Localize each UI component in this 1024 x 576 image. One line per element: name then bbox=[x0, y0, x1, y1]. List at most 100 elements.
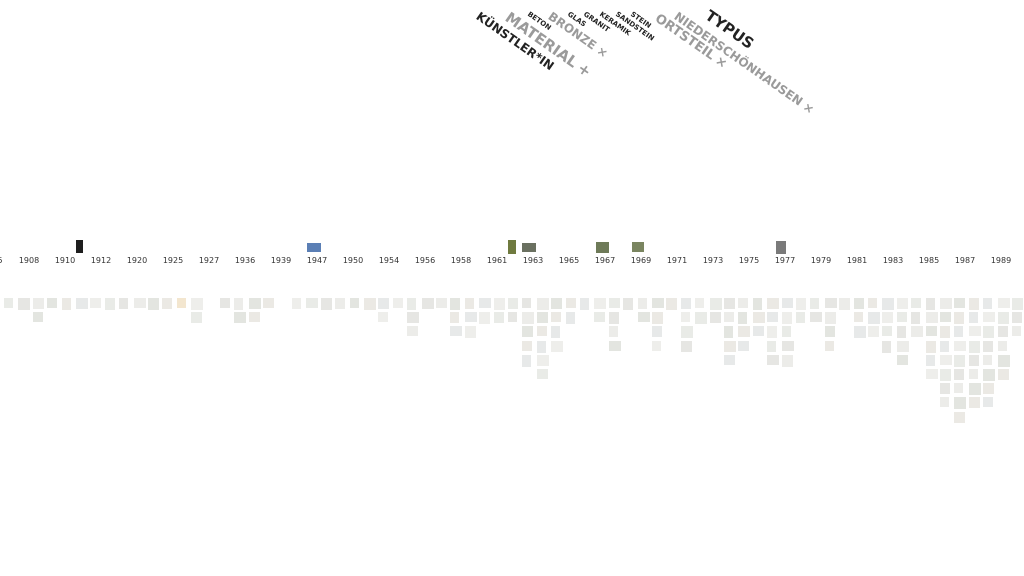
artwork-thumbnail[interactable] bbox=[536, 340, 546, 353]
artwork-thumbnail[interactable] bbox=[781, 298, 793, 308]
artwork-thumbnail[interactable] bbox=[940, 397, 949, 408]
artwork-thumbnail[interactable] bbox=[479, 298, 492, 308]
artwork-thumbnail[interactable] bbox=[954, 340, 967, 351]
artwork-thumbnail[interactable] bbox=[536, 326, 547, 337]
artwork-thumbnail[interactable] bbox=[983, 397, 994, 408]
artwork-thumbnail[interactable] bbox=[90, 298, 102, 308]
year-label[interactable]: 1954 bbox=[378, 256, 400, 265]
year-label[interactable]: 1979 bbox=[810, 256, 832, 265]
year-label[interactable]: 1985 bbox=[918, 256, 940, 265]
artwork-thumbnail[interactable] bbox=[997, 340, 1007, 351]
artwork-thumbnail[interactable] bbox=[292, 298, 301, 309]
artwork-thumbnail[interactable] bbox=[349, 298, 359, 308]
artwork-thumbnail[interactable] bbox=[997, 326, 1008, 338]
artwork-thumbnail[interactable] bbox=[450, 326, 463, 337]
artwork-thumbnail[interactable] bbox=[839, 298, 851, 310]
artwork-thumbnail[interactable] bbox=[580, 298, 589, 310]
year-label[interactable]: 1947 bbox=[306, 256, 328, 265]
artwork-thumbnail[interactable] bbox=[464, 298, 474, 309]
artwork-thumbnail[interactable] bbox=[738, 312, 748, 325]
artwork-thumbnail[interactable] bbox=[954, 411, 966, 423]
artwork-thumbnail[interactable] bbox=[508, 298, 518, 309]
artwork-thumbnail[interactable] bbox=[954, 369, 965, 380]
artwork-thumbnail[interactable] bbox=[868, 312, 880, 325]
artwork-thumbnail[interactable] bbox=[234, 298, 244, 310]
artwork-thumbnail[interactable] bbox=[1012, 312, 1022, 324]
artwork-thumbnail[interactable] bbox=[925, 369, 938, 379]
artwork-thumbnail[interactable] bbox=[882, 326, 893, 337]
year-label[interactable]: 1908 bbox=[18, 256, 40, 265]
year-label[interactable]: 1956 bbox=[414, 256, 436, 265]
artwork-thumbnail[interactable] bbox=[76, 298, 88, 309]
artwork-thumbnail[interactable] bbox=[954, 397, 967, 410]
artwork-thumbnail-highlighted[interactable] bbox=[632, 242, 644, 252]
artwork-thumbnail[interactable] bbox=[882, 298, 895, 310]
artwork-thumbnail[interactable] bbox=[796, 312, 805, 324]
artwork-thumbnail[interactable] bbox=[436, 298, 447, 308]
artwork-thumbnail[interactable] bbox=[493, 312, 504, 324]
artwork-thumbnail[interactable] bbox=[911, 326, 924, 338]
artwork-thumbnail[interactable] bbox=[968, 326, 981, 337]
artwork-thumbnail[interactable] bbox=[925, 312, 938, 324]
artwork-thumbnail[interactable] bbox=[248, 312, 260, 323]
artwork-thumbnail[interactable] bbox=[752, 326, 764, 337]
artwork-thumbnail[interactable] bbox=[364, 298, 376, 310]
artwork-thumbnail[interactable] bbox=[983, 298, 993, 309]
artwork-thumbnail[interactable] bbox=[191, 298, 204, 310]
artwork-thumbnail[interactable] bbox=[925, 298, 935, 310]
artwork-thumbnail[interactable] bbox=[119, 298, 129, 309]
artwork-thumbnail[interactable] bbox=[940, 340, 949, 352]
artwork-thumbnail[interactable] bbox=[940, 312, 951, 323]
year-label[interactable]: 1963 bbox=[522, 256, 544, 265]
year-label[interactable]: 1939 bbox=[270, 256, 292, 265]
artwork-thumbnail[interactable] bbox=[1012, 298, 1023, 310]
artwork-thumbnail-highlighted[interactable] bbox=[76, 240, 83, 253]
artwork-thumbnail-highlighted[interactable] bbox=[776, 241, 786, 254]
year-label[interactable]: 1977 bbox=[774, 256, 796, 265]
artwork-thumbnail[interactable] bbox=[652, 326, 662, 338]
artwork-thumbnail[interactable] bbox=[781, 312, 792, 325]
artwork-thumbnail[interactable] bbox=[810, 298, 820, 309]
year-label[interactable]: 1910 bbox=[54, 256, 76, 265]
year-label[interactable]: 1981 bbox=[846, 256, 868, 265]
year-label[interactable]: 1927 bbox=[198, 256, 220, 265]
artwork-thumbnail[interactable] bbox=[464, 312, 477, 323]
artwork-thumbnail[interactable] bbox=[666, 298, 678, 310]
artwork-thumbnail[interactable] bbox=[680, 298, 691, 309]
artwork-thumbnail[interactable] bbox=[940, 354, 952, 365]
artwork-thumbnail[interactable] bbox=[536, 369, 548, 379]
artwork-thumbnail[interactable] bbox=[594, 298, 607, 309]
artwork-thumbnail[interactable] bbox=[781, 354, 793, 367]
year-label[interactable]: 1912 bbox=[90, 256, 112, 265]
artwork-thumbnail[interactable] bbox=[4, 298, 13, 308]
artwork-thumbnail[interactable] bbox=[868, 298, 877, 308]
artwork-thumbnail[interactable] bbox=[493, 298, 505, 310]
artwork-thumbnail[interactable] bbox=[724, 312, 734, 323]
artwork-thumbnail[interactable] bbox=[983, 369, 996, 381]
artwork-thumbnail[interactable] bbox=[637, 298, 647, 309]
artwork-thumbnail[interactable] bbox=[32, 298, 44, 309]
artwork-thumbnail[interactable] bbox=[983, 354, 993, 365]
artwork-thumbnail[interactable] bbox=[896, 340, 909, 352]
year-label[interactable]: 1973 bbox=[702, 256, 724, 265]
artwork-thumbnail[interactable] bbox=[997, 354, 1010, 367]
artwork-thumbnail[interactable] bbox=[853, 298, 864, 309]
artwork-thumbnail[interactable] bbox=[234, 312, 247, 324]
artwork-thumbnail[interactable] bbox=[680, 312, 690, 323]
artwork-thumbnail[interactable] bbox=[940, 298, 952, 309]
artwork-thumbnail[interactable] bbox=[320, 298, 332, 310]
artwork-thumbnail[interactable] bbox=[767, 298, 780, 309]
artwork-thumbnail[interactable] bbox=[997, 312, 1009, 325]
artwork-thumbnail[interactable] bbox=[536, 354, 549, 366]
artwork-thumbnail[interactable] bbox=[752, 312, 765, 324]
filter-value-niederschoenhausen[interactable]: NIEDERSCHÖNHAUSEN× bbox=[672, 9, 817, 117]
artwork-thumbnail[interactable] bbox=[896, 298, 908, 309]
year-label[interactable]: 1971 bbox=[666, 256, 688, 265]
artwork-thumbnail[interactable] bbox=[680, 326, 693, 339]
artwork-thumbnail[interactable] bbox=[680, 340, 692, 352]
artwork-thumbnail[interactable] bbox=[220, 298, 230, 308]
bronze-remove-icon[interactable]: × bbox=[594, 43, 611, 61]
year-label[interactable]: 1965 bbox=[558, 256, 580, 265]
artwork-thumbnail[interactable] bbox=[824, 312, 836, 325]
artwork-thumbnail[interactable] bbox=[378, 298, 390, 309]
